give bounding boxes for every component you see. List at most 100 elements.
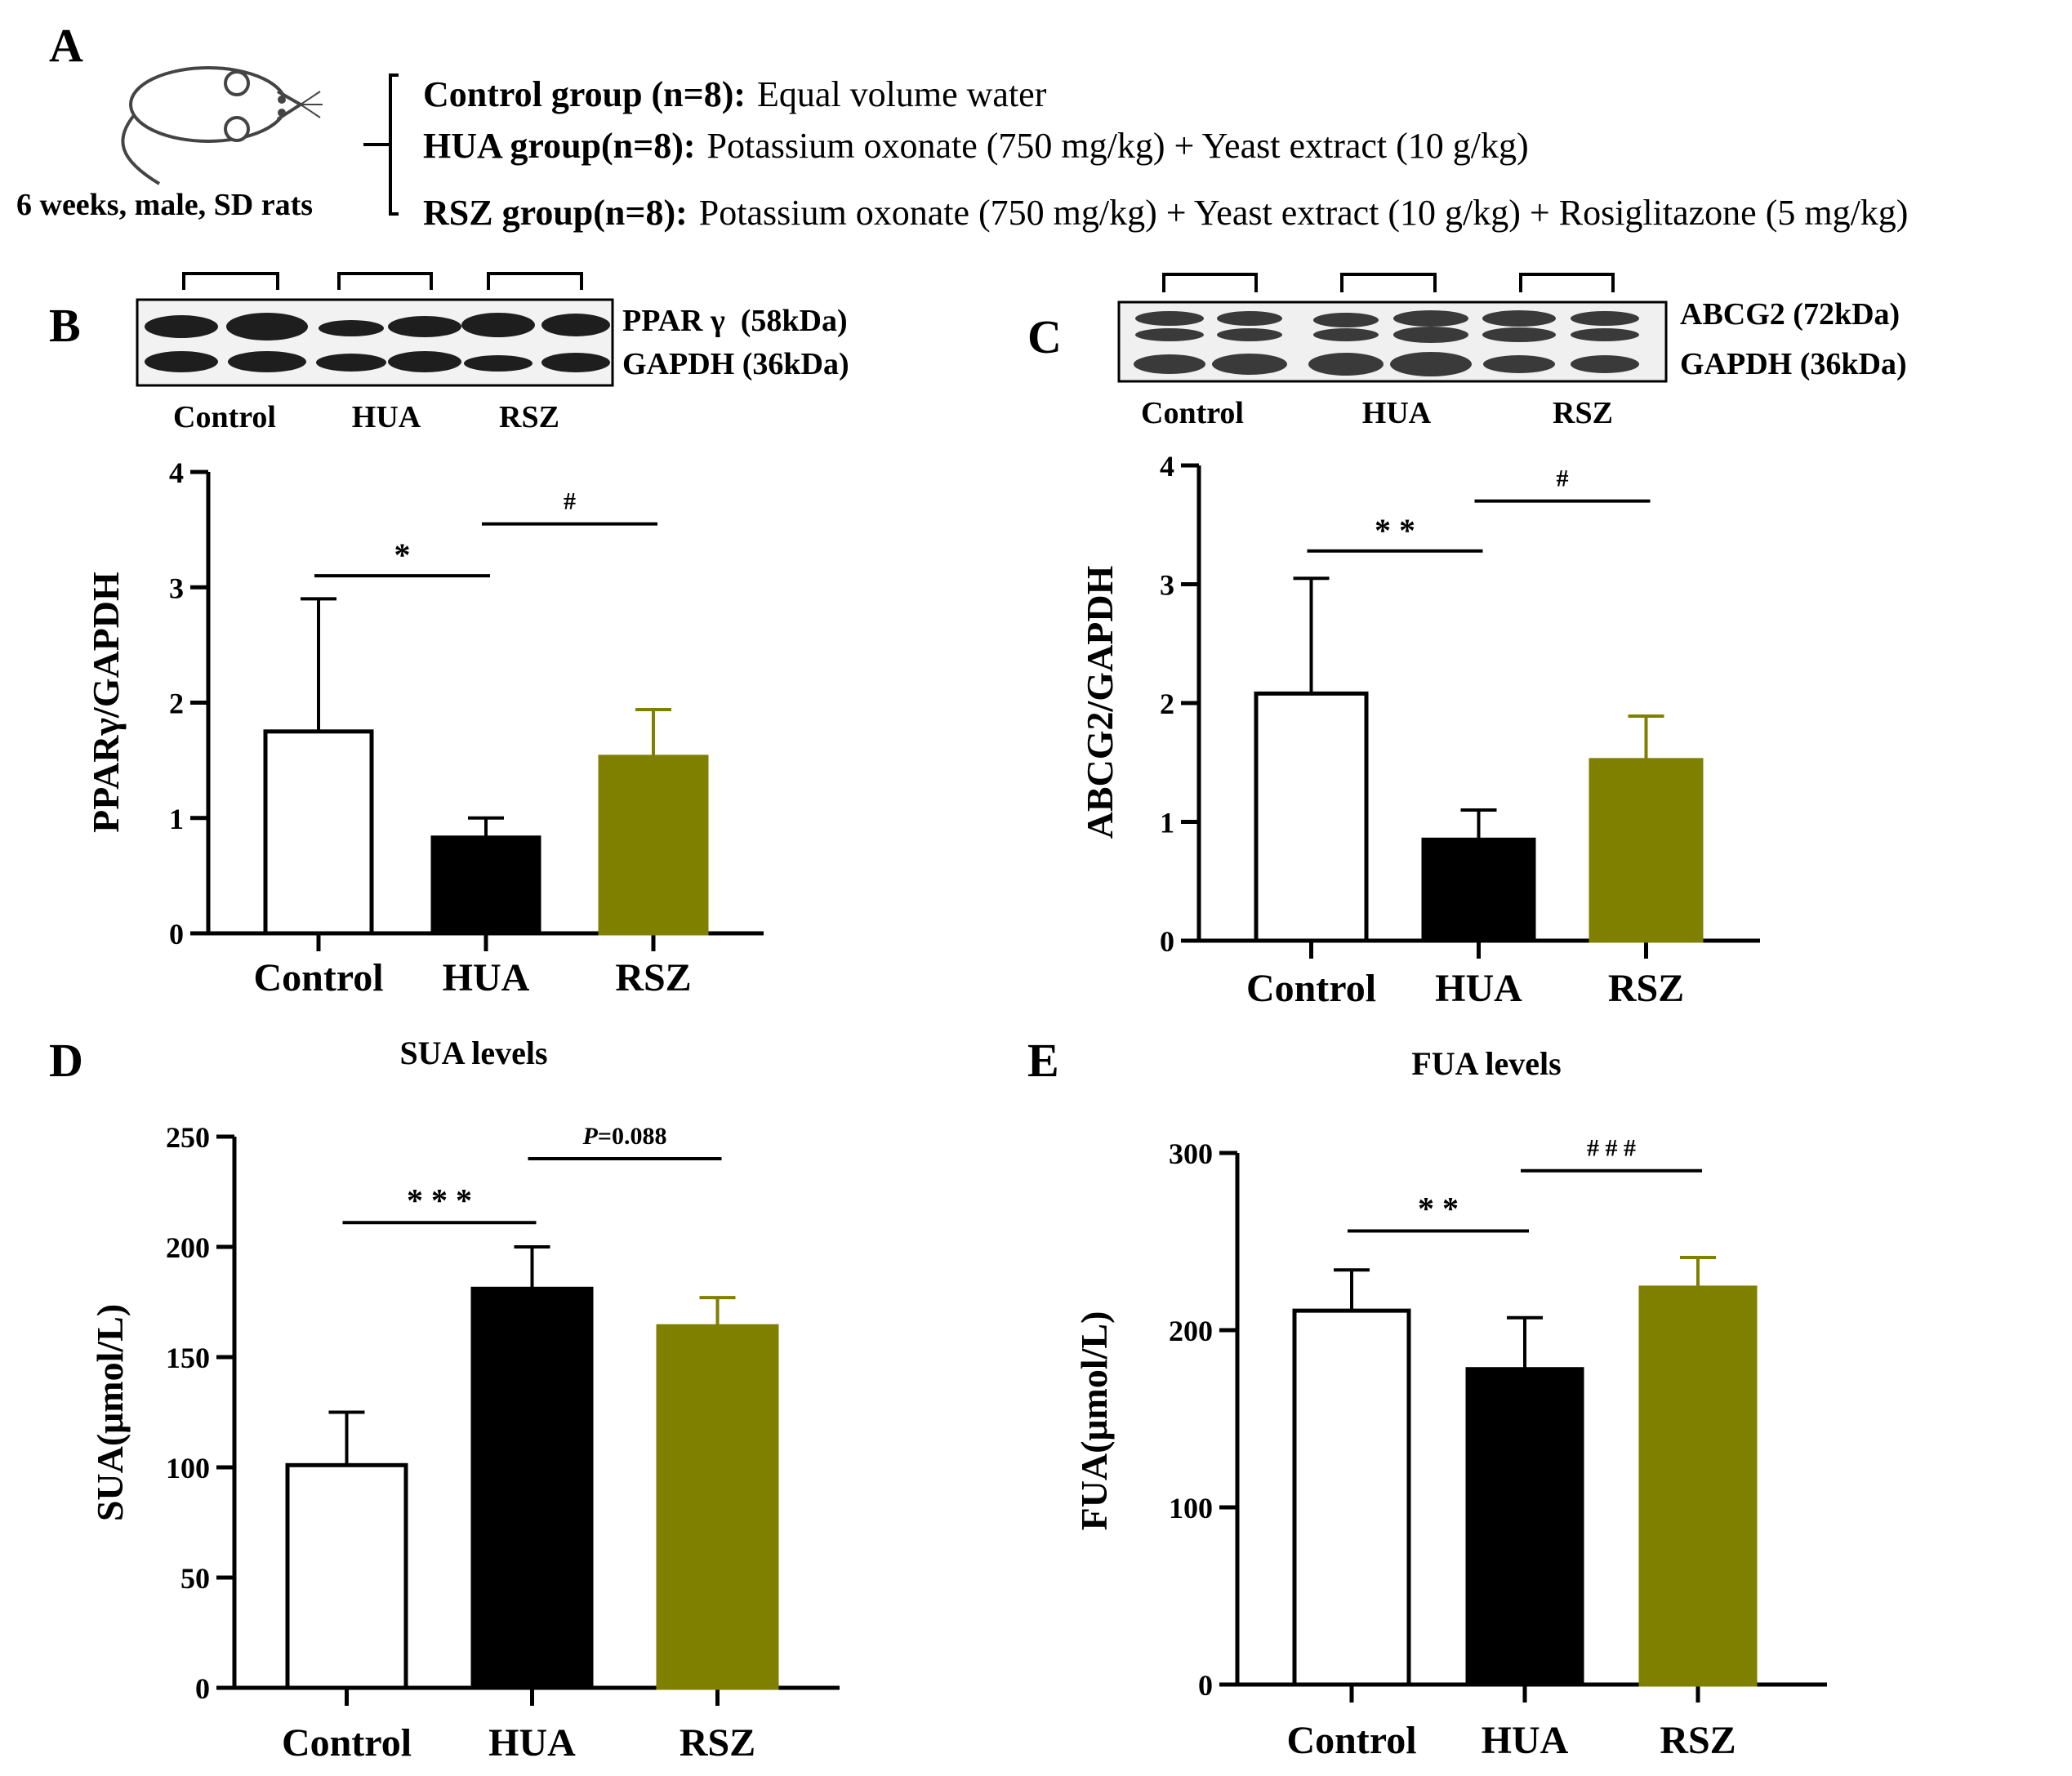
bar-hua (430, 835, 541, 936)
group-row-rsz: RSZ group(n=8): Potassium oxonate (750 m… (423, 193, 1908, 233)
significance-p-symbol: P (582, 1123, 599, 1150)
blot-c-band (1134, 354, 1205, 374)
y-tick-label: 100 (1169, 1492, 1213, 1525)
animal-label: 6 weeks, male, SD rats (16, 188, 313, 222)
group-name-rsz: RSZ group(n=8): (423, 193, 688, 233)
blot-c-band (1135, 328, 1204, 341)
blot-c-band (1313, 313, 1379, 327)
blot-b-lane-brackets (182, 272, 583, 290)
blot-c-protein-label: ABCG2 (72kDa) (1680, 297, 1900, 332)
y-tick-label: 4 (169, 456, 184, 489)
y-axis-label: SUA(μmol/L) (89, 1304, 131, 1521)
y-tick-label: 0 (1160, 925, 1174, 958)
y-tick-label: 150 (166, 1342, 210, 1374)
blot-c: C ABCG2 (72kDa) GAPDH (36kDa) Control (1027, 273, 1907, 430)
y-tick-label: 2 (169, 688, 184, 720)
y-tick-label: 200 (1169, 1315, 1213, 1347)
x-category-label: HUA (1435, 967, 1522, 1010)
y-tick-label: 0 (195, 1672, 210, 1705)
y-tick-label: 3 (1160, 569, 1174, 602)
blot-b-band (388, 351, 461, 372)
y-tick-label: 3 (169, 572, 184, 604)
blot-b-lane-control: Control (173, 400, 276, 434)
blot-c-band (1393, 327, 1468, 343)
rat-icon (121, 66, 323, 185)
x-category-label: HUA (1482, 1719, 1569, 1762)
blot-c-band (1135, 311, 1204, 326)
group-treatment-hua: Potassium oxonate (750 mg/kg) + Yeast ex… (707, 126, 1529, 166)
significance-label: * * (1418, 1190, 1459, 1226)
blot-b-band (145, 315, 218, 338)
group-bracket (363, 73, 399, 216)
bar-hua (470, 1286, 594, 1690)
blot-b-gapdh-label: GAPDH (36kDa) (622, 347, 849, 381)
blot-c-band (1212, 354, 1287, 375)
significance-label: * * (1375, 512, 1415, 549)
bar-rsz (656, 1324, 779, 1690)
x-category-label: Control (253, 956, 383, 999)
panel-letter-b: B (49, 299, 81, 352)
bar-control (285, 1462, 408, 1690)
blot-c-band (1482, 327, 1556, 342)
y-axis-label: PPARγ/GAPDH (85, 572, 127, 833)
significance-label: * (394, 536, 411, 573)
blot-c-band (1571, 328, 1639, 341)
blot-c-lane-rsz: RSZ (1553, 396, 1613, 430)
chart-c: 0 1 2 3 4 Control HUA RSZ * * # ABCG2/GAPDH (1079, 450, 1760, 1010)
blot-c-band (1308, 353, 1384, 376)
group-treatment-control: Equal volume water (757, 74, 1047, 114)
blot-c-gapdh-label: GAPDH (36kDa) (1680, 347, 1907, 381)
chart-d: 0 50 100 150 200 250 Control HUA RSZ * * * P=0.088… (89, 1035, 840, 1765)
blot-b-protein-label: PPAR γ (58kDa) (622, 304, 848, 338)
x-category-label: Control (1286, 1719, 1416, 1762)
group-row-hua: HUA group(n=8): Potassium oxonate (750 m… (423, 126, 1529, 166)
bar-hua (1465, 1367, 1584, 1687)
significance-label: # (1557, 465, 1569, 492)
bar-hua (1421, 837, 1536, 943)
panel-letter-e: E (1027, 1034, 1059, 1087)
panel-letter-c: C (1027, 310, 1062, 363)
blot-c-band (1393, 310, 1468, 327)
blot-b-band (464, 355, 532, 372)
y-axis-label: FUA(μmol/L) (1073, 1311, 1115, 1531)
x-category-label: RSZ (615, 956, 691, 999)
y-tick-label: 4 (1160, 450, 1174, 483)
y-tick-label: 250 (166, 1121, 210, 1154)
bar-rsz (1638, 1285, 1758, 1687)
y-tick-label: 2 (1160, 688, 1174, 720)
blot-b-band (388, 316, 461, 337)
y-tick-label: 1 (169, 803, 184, 835)
chart-e: 0 100 200 300 Control HUA RSZ * * # # # FUA(μmol/… (1073, 1045, 1827, 1762)
blot-c-band (1217, 328, 1282, 341)
significance-label: # (564, 488, 576, 515)
chart-title: FUA levels (1411, 1045, 1561, 1082)
x-category-label: RSZ (1660, 1719, 1736, 1762)
significance-p-value: =0.088 (598, 1123, 667, 1150)
y-tick-label: 1 (1160, 807, 1174, 839)
y-tick-label: 100 (166, 1452, 210, 1484)
blot-b-membrane (136, 298, 614, 387)
blot-b-band (541, 314, 610, 336)
blot-c-band (1482, 310, 1556, 327)
y-tick-label: 300 (1169, 1137, 1213, 1170)
blot-b-band (461, 313, 535, 337)
significance-label: * * * (407, 1182, 472, 1218)
bar-control (1254, 691, 1369, 943)
blot-c-band (1571, 355, 1639, 373)
bar-rsz (598, 754, 709, 936)
group-row-control: Control group (n=8): Equal volume water (423, 74, 1047, 114)
x-category-label: HUA (488, 1721, 576, 1765)
blot-c-lane-hua: HUA (1362, 396, 1432, 430)
blot-c-lane-control: Control (1141, 396, 1244, 430)
x-category-label: RSZ (680, 1721, 755, 1765)
blot-b-band (316, 354, 386, 372)
panel-a: A 6 weeks, male, SD rats Control group (… (16, 19, 1908, 233)
y-tick-label: 200 (166, 1231, 210, 1264)
blot-b-bands (145, 313, 610, 372)
blot-b: B PPAR γ (58kDa) GAPDH (36kDa) Control H… (49, 272, 849, 434)
blot-c-band (1483, 355, 1555, 373)
chart-b: 0 1 2 3 4 Control HUA RSZ * # PPARγ/GAPDH (85, 456, 764, 999)
blot-b-band (319, 320, 384, 336)
significance-label: # # # (1587, 1135, 1636, 1162)
y-tick-label: 0 (169, 918, 184, 950)
